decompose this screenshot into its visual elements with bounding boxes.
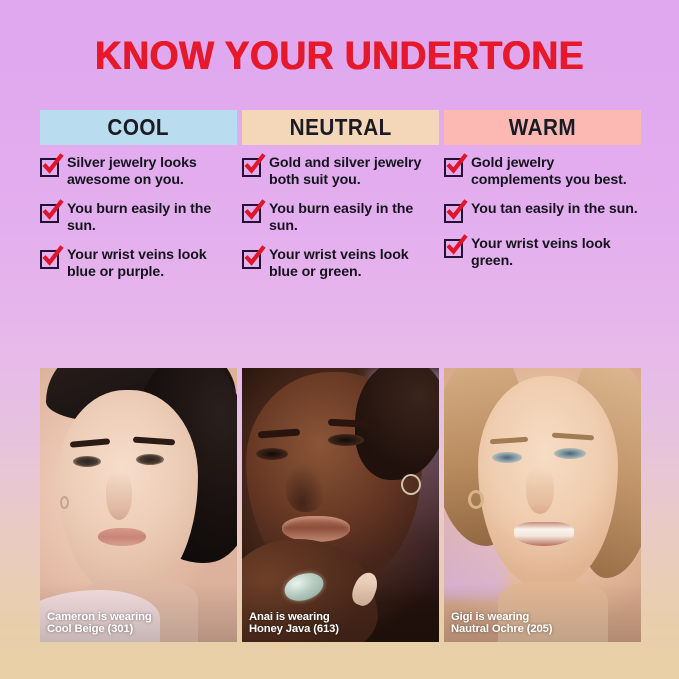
caption-line-2: Nautral Ochre (205): [451, 623, 553, 636]
column-header-label: NEUTRAL: [289, 114, 392, 140]
checklist-cool: Silver jewelry looks awesome on you. You…: [40, 153, 237, 280]
undertone-columns: COOL Silver jewelry looks awesome on you…: [40, 110, 641, 293]
list-item[interactable]: Gold and silver jewelry both suit you.: [242, 153, 439, 188]
photo-caption: Cameron is wearing Cool Beige (301): [47, 611, 152, 636]
column-neutral: NEUTRAL Gold and silver jewelry both sui…: [242, 110, 439, 293]
caption-line-1: Gigi is wearing: [451, 610, 530, 623]
checkmark-icon: [444, 199, 468, 223]
checklist-neutral: Gold and silver jewelry both suit you. Y…: [242, 153, 439, 280]
list-item-label: Your wrist veins look blue or purple.: [67, 247, 207, 280]
checkmark-icon: [444, 234, 468, 258]
list-item[interactable]: Your wrist veins look blue or purple.: [40, 245, 237, 280]
earring-icon: [468, 490, 484, 509]
photo-caption: Anai is wearing Honey Java (613): [249, 611, 339, 636]
list-item[interactable]: Gold jewelry complements you best.: [444, 153, 641, 188]
page-title: KNOW YOUR UNDERTONE: [94, 34, 585, 78]
list-item[interactable]: You tan easily in the sun.: [444, 199, 641, 223]
list-item-label: Your wrist veins look green.: [471, 236, 611, 269]
list-item-label: Your wrist veins look blue or green.: [269, 247, 409, 280]
list-item[interactable]: You burn easily in the sun.: [40, 199, 237, 234]
list-item-label: You burn easily in the sun.: [269, 201, 414, 234]
column-cool: COOL Silver jewelry looks awesome on you…: [40, 110, 237, 293]
list-item-label: You burn easily in the sun.: [67, 201, 212, 234]
caption-line-2: Cool Beige (301): [47, 623, 134, 636]
column-header-neutral: NEUTRAL: [242, 110, 439, 145]
column-header-label: COOL: [107, 114, 170, 140]
caption-line-1: Cameron is wearing: [47, 610, 152, 623]
column-header-warm: WARM: [444, 110, 641, 145]
list-item-label: Silver jewelry looks awesome on you.: [67, 155, 197, 188]
column-header-cool: COOL: [40, 110, 237, 145]
earring-icon: [60, 496, 69, 509]
photo-caption: Gigi is wearing Nautral Ochre (205): [451, 610, 553, 636]
checkmark-icon: [40, 245, 64, 269]
list-item-label: Gold jewelry complements you best.: [471, 155, 627, 188]
list-item[interactable]: Your wrist veins look green.: [444, 234, 641, 269]
caption-line-2: Honey Java (613): [249, 623, 339, 636]
list-item-label: You tan easily in the sun.: [471, 201, 638, 217]
model-photo-gigi: Gigi is wearing Nautral Ochre (205): [444, 368, 641, 642]
checkmark-icon: [242, 245, 266, 269]
checkmark-icon: [242, 153, 266, 177]
list-item[interactable]: You burn easily in the sun.: [242, 199, 439, 234]
checkmark-icon: [40, 153, 64, 177]
checkmark-icon: [242, 199, 266, 223]
column-header-label: WARM: [508, 114, 577, 140]
caption-line-1: Anai is wearing: [249, 610, 330, 623]
model-photo-anai: Anai is wearing Honey Java (613): [242, 368, 439, 642]
list-item[interactable]: Silver jewelry looks awesome on you.: [40, 153, 237, 188]
checkmark-icon: [444, 153, 468, 177]
column-warm: WARM Gold jewelry complements you best. …: [444, 110, 641, 293]
model-photo-cameron: Cameron is wearing Cool Beige (301): [40, 368, 237, 642]
list-item-label: Gold and silver jewelry both suit you.: [269, 155, 422, 188]
checkmark-icon: [40, 199, 64, 223]
checklist-warm: Gold jewelry complements you best. You t…: [444, 153, 641, 269]
list-item[interactable]: Your wrist veins look blue or green.: [242, 245, 439, 280]
earring-icon: [401, 474, 421, 495]
model-photo-row: Cameron is wearing Cool Beige (301) Anai…: [40, 368, 641, 642]
